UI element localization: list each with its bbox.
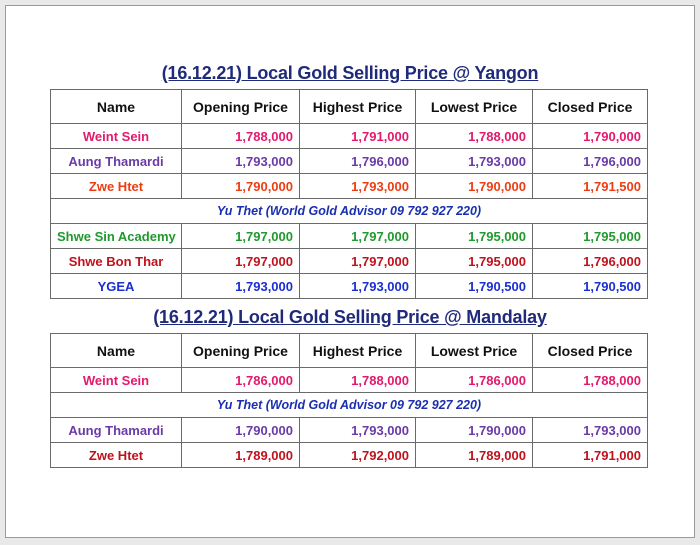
highest-price: 1,797,000 (299, 248, 416, 274)
lowest-price: 1,790,000 (415, 417, 533, 443)
header-closed-price: Closed Price (532, 333, 648, 368)
opening-price: 1,788,000 (181, 123, 300, 149)
table-row: Shwe Bon Thar 1,797,000 1,797,000 1,795,000… (50, 248, 648, 274)
opening-price: 1,786,000 (181, 367, 300, 393)
highest-price: 1,788,000 (299, 367, 416, 393)
header-opening-price: Opening Price (181, 89, 300, 124)
table-row: Zwe Htet 1,789,000 1,792,000 1,789,000 1,791… (50, 442, 648, 468)
mandalay-table-body: Weint Sein 1,786,000 1,788,000 1,786,000 1,7… (50, 367, 648, 468)
table-row: Weint Sein 1,788,000 1,791,000 1,788,000 1,7… (50, 123, 648, 149)
advisor-note: Yu Thet (World Gold Advisor 09 792 927 2… (50, 198, 648, 224)
document-page: (16.12.21) Local Gold Selling Price @ Ya… (5, 5, 695, 538)
shop-name: YGEA (50, 273, 182, 299)
closed-price: 1,796,000 (532, 148, 648, 174)
opening-price: 1,790,000 (181, 417, 300, 443)
highest-price: 1,793,000 (299, 417, 416, 443)
header-lowest-price: Lowest Price (415, 89, 533, 124)
opening-price: 1,797,000 (181, 223, 300, 249)
highest-price: 1,792,000 (299, 442, 416, 468)
lowest-price: 1,790,000 (415, 173, 533, 199)
table-row: YGEA 1,793,000 1,793,000 1,790,500 1,790,500 (50, 273, 648, 299)
closed-price: 1,790,500 (532, 273, 648, 299)
shop-name: Aung Thamardi (50, 148, 182, 174)
closed-price: 1,796,000 (532, 248, 648, 274)
advisor-row: Yu Thet (World Gold Advisor 09 792 927 2… (50, 198, 648, 224)
header-highest-price: Highest Price (299, 89, 416, 124)
opening-price: 1,793,000 (181, 148, 300, 174)
lowest-price: 1,793,000 (415, 148, 533, 174)
highest-price: 1,793,000 (299, 273, 416, 299)
header-name: Name (50, 333, 182, 368)
shop-name: Shwe Sin Academy (50, 223, 182, 249)
table-header-row: Name Opening Price Highest Price Lowest … (50, 89, 648, 124)
table-row: Aung Thamardi 1,793,000 1,796,000 1,793,000… (50, 148, 648, 174)
header-lowest-price: Lowest Price (415, 333, 533, 368)
mandalay-price-table: Name Opening Price Highest Price Lowest … (50, 333, 648, 468)
shop-name: Aung Thamardi (50, 417, 182, 443)
opening-price: 1,797,000 (181, 248, 300, 274)
mandalay-title: (16.12.21) Local Gold Selling Price @ Ma… (153, 307, 547, 327)
opening-price: 1,790,000 (181, 173, 300, 199)
lowest-price: 1,788,000 (415, 123, 533, 149)
shop-name: Zwe Htet (50, 173, 182, 199)
yangon-title: (16.12.21) Local Gold Selling Price @ Ya… (161, 63, 539, 83)
lowest-price: 1,789,000 (415, 442, 533, 468)
closed-price: 1,791,500 (532, 173, 648, 199)
yangon-table-body: Weint Sein 1,788,000 1,791,000 1,788,000 1,7… (50, 123, 648, 299)
lowest-price: 1,795,000 (415, 223, 533, 249)
shop-name: Zwe Htet (50, 442, 182, 468)
shop-name: Weint Sein (50, 123, 182, 149)
lowest-price: 1,795,000 (415, 248, 533, 274)
lowest-price: 1,790,500 (415, 273, 533, 299)
table-row: Aung Thamardi 1,790,000 1,793,000 1,790,000… (50, 417, 648, 443)
highest-price: 1,797,000 (299, 223, 416, 249)
header-opening-price: Opening Price (181, 333, 300, 368)
closed-price: 1,788,000 (532, 367, 648, 393)
table-header-row: Name Opening Price Highest Price Lowest … (50, 333, 648, 368)
yangon-price-table: Name Opening Price Highest Price Lowest … (50, 89, 648, 299)
table-row: Zwe Htet 1,790,000 1,793,000 1,790,000 1,791… (50, 173, 648, 199)
closed-price: 1,795,000 (532, 223, 648, 249)
header-highest-price: Highest Price (299, 333, 416, 368)
shop-name: Weint Sein (50, 367, 182, 393)
highest-price: 1,791,000 (299, 123, 416, 149)
table-row: Shwe Sin Academy 1,797,000 1,797,000 1,795,… (50, 223, 648, 249)
header-closed-price: Closed Price (532, 89, 648, 124)
opening-price: 1,789,000 (181, 442, 300, 468)
lowest-price: 1,786,000 (415, 367, 533, 393)
closed-price: 1,791,000 (532, 442, 648, 468)
closed-price: 1,793,000 (532, 417, 648, 443)
advisor-note: Yu Thet (World Gold Advisor 09 792 927 2… (50, 392, 648, 418)
opening-price: 1,793,000 (181, 273, 300, 299)
advisor-row: Yu Thet (World Gold Advisor 09 792 927 2… (50, 392, 648, 418)
shop-name: Shwe Bon Thar (50, 248, 182, 274)
header-name: Name (50, 89, 182, 124)
highest-price: 1,793,000 (299, 173, 416, 199)
highest-price: 1,796,000 (299, 148, 416, 174)
closed-price: 1,790,000 (532, 123, 648, 149)
table-row: Weint Sein 1,786,000 1,788,000 1,786,000 1,7… (50, 367, 648, 393)
